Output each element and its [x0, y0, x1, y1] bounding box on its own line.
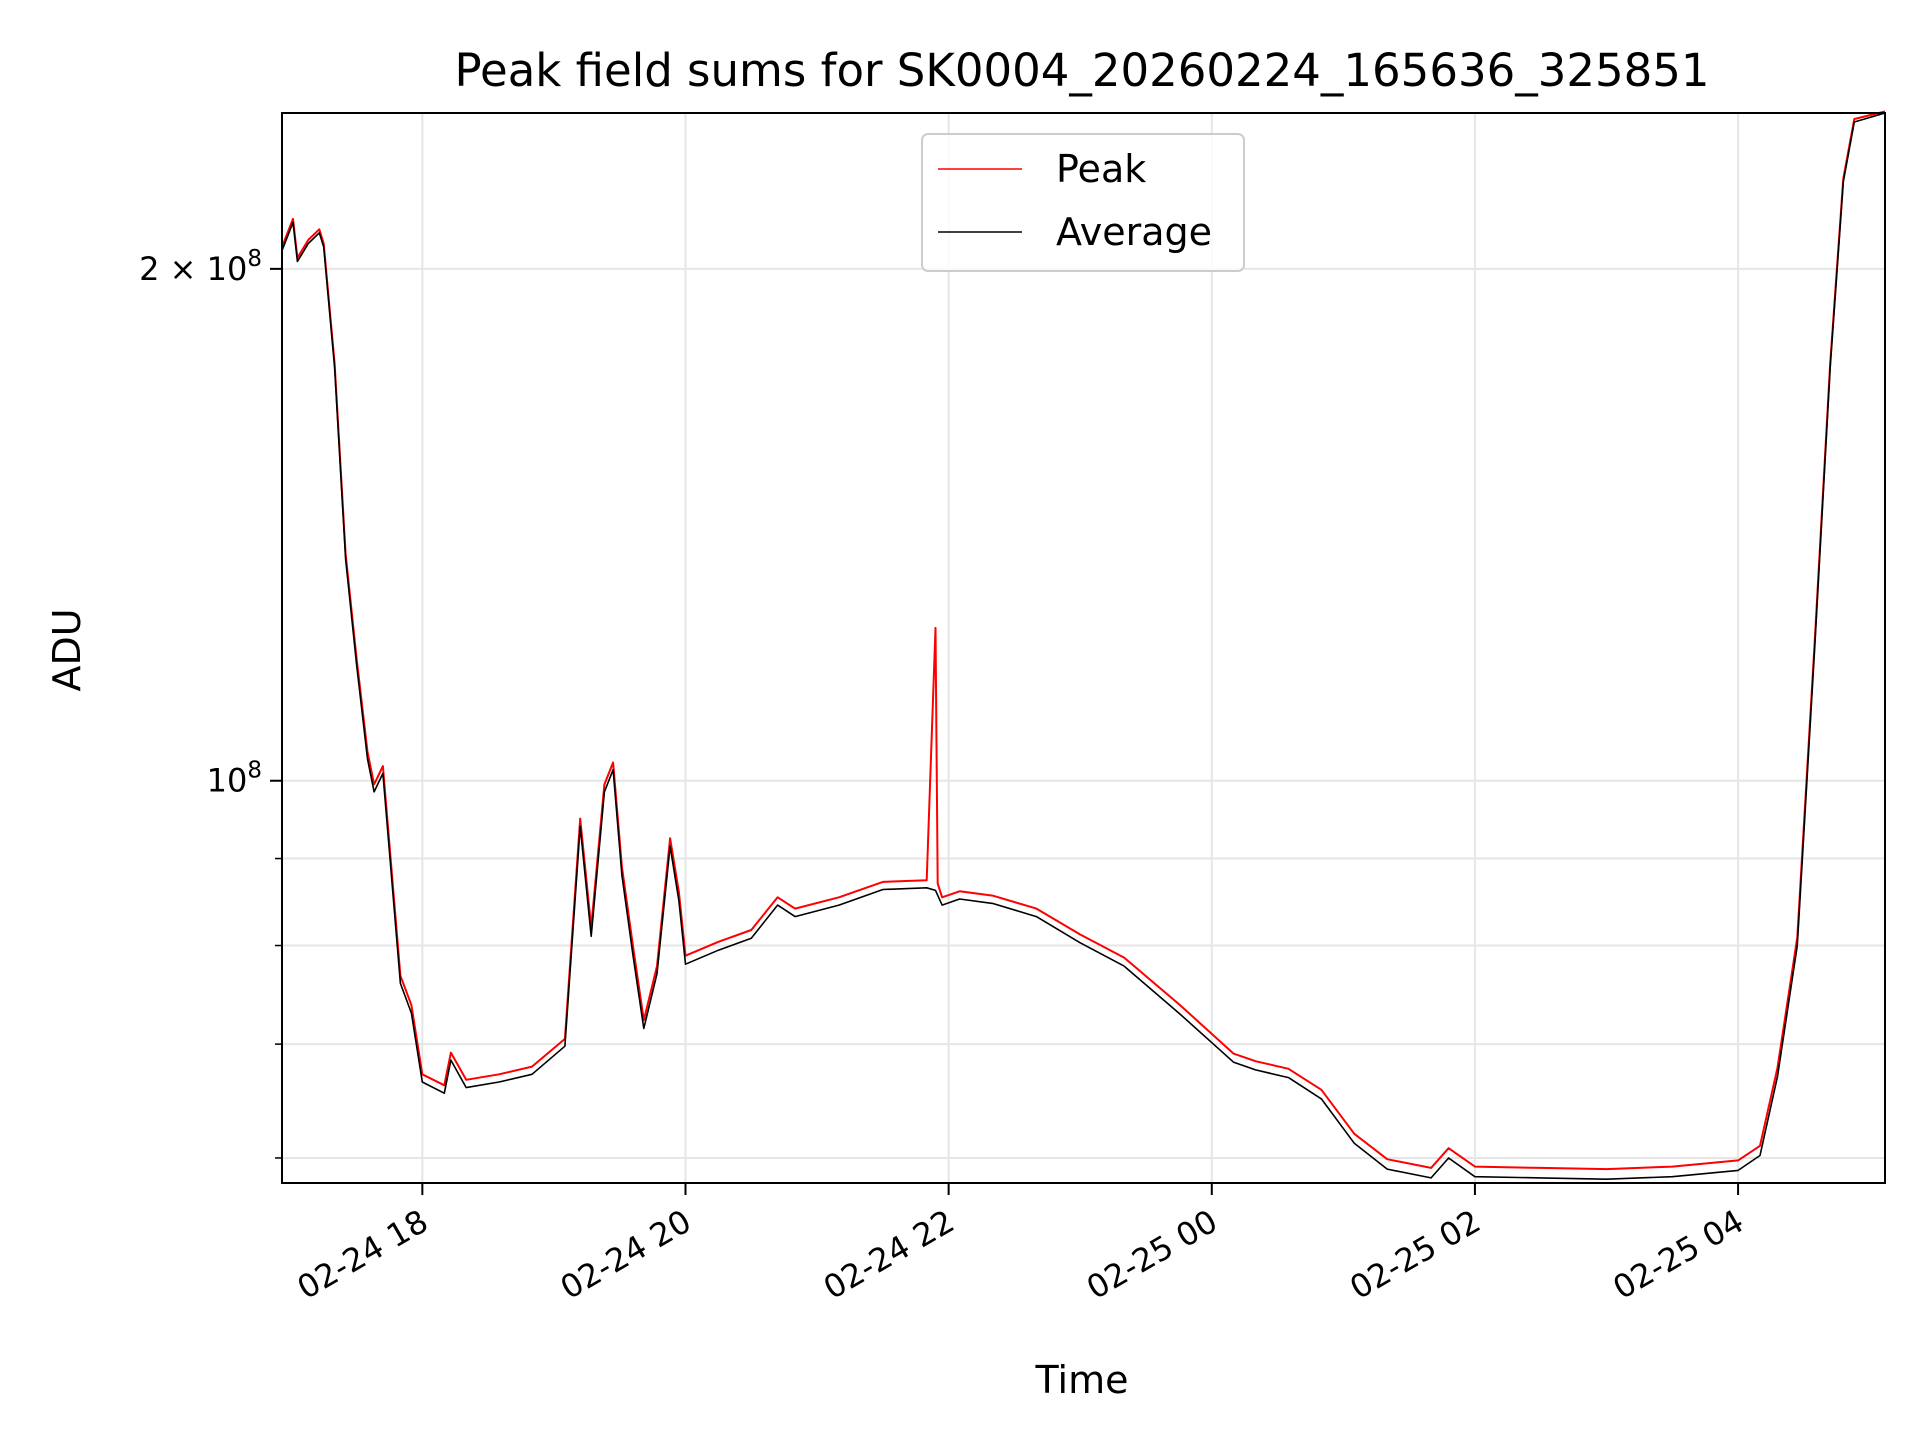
- y-axis-label: ADU: [45, 608, 89, 691]
- y-tick-exponent: 8: [247, 758, 262, 784]
- plot-series: [281, 110, 1886, 1180]
- y-tick-mantissa: 2: [139, 250, 159, 288]
- plot-area-frame: [281, 112, 1886, 1184]
- y-tick-label: 108: [207, 758, 262, 800]
- y-tick-ten: 10: [207, 762, 248, 800]
- legend-average-label: Average: [1056, 210, 1212, 254]
- legend-peak-label: Peak: [1056, 147, 1146, 191]
- series-line-average: [281, 112, 1886, 1180]
- legend: Peak Average: [921, 133, 1245, 272]
- y-tick-label: 2 × 108: [139, 246, 262, 288]
- chart-title: Peak field sums for SK0004_20260224_1656…: [455, 44, 1710, 97]
- y-tick-exponent: 8: [247, 246, 262, 272]
- x-axis-label: Time: [1035, 1358, 1129, 1402]
- y-tick-times-ten: × 10: [159, 250, 247, 288]
